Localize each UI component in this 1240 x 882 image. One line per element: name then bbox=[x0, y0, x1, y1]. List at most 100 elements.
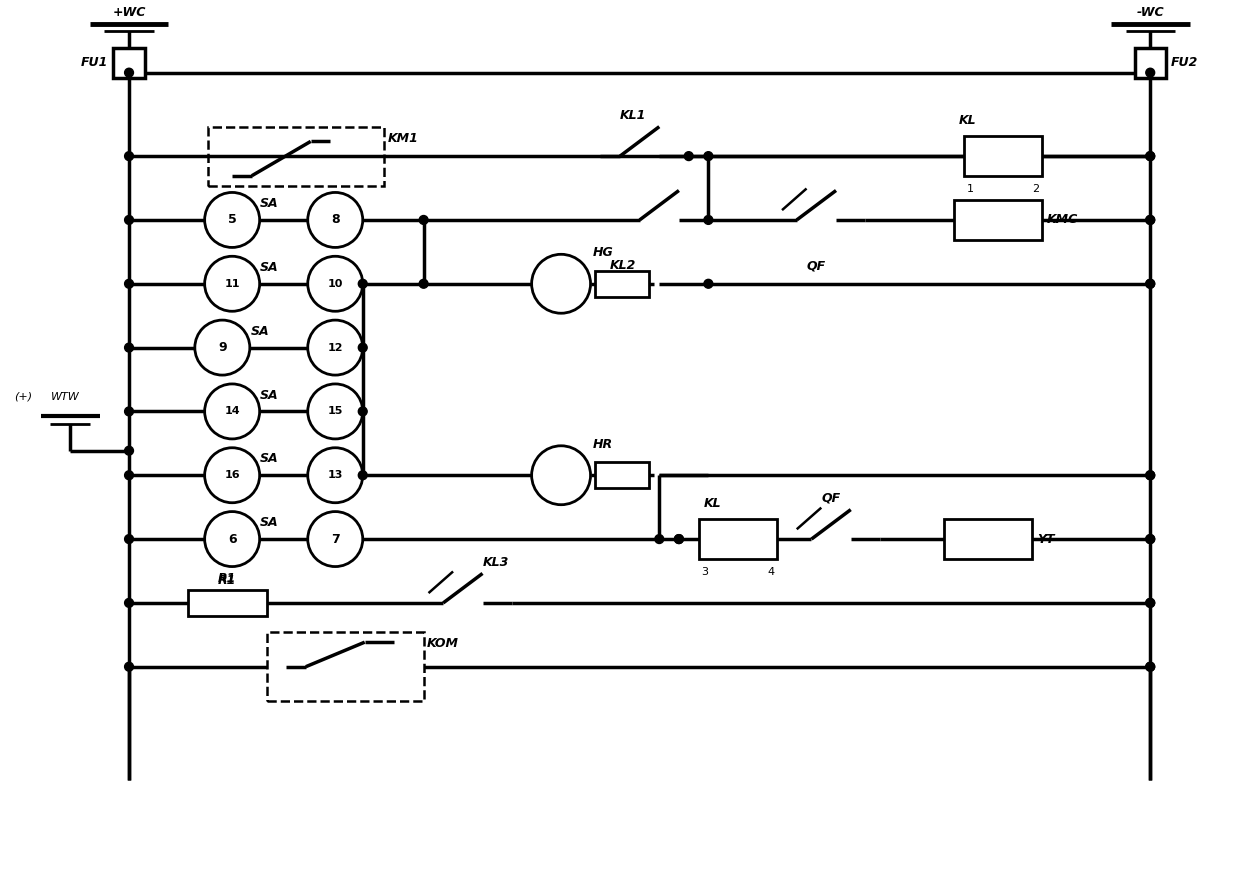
Text: 13: 13 bbox=[327, 470, 343, 480]
Circle shape bbox=[124, 471, 134, 480]
Bar bbox=[595, 462, 650, 488]
Text: 4: 4 bbox=[768, 566, 774, 577]
Text: 2: 2 bbox=[1032, 183, 1039, 194]
Text: KL: KL bbox=[959, 114, 976, 127]
Circle shape bbox=[124, 68, 134, 77]
Text: KL1: KL1 bbox=[620, 108, 646, 122]
Text: 10: 10 bbox=[327, 279, 343, 288]
Circle shape bbox=[1146, 599, 1154, 608]
Circle shape bbox=[358, 280, 367, 288]
Circle shape bbox=[124, 662, 134, 671]
Text: 7: 7 bbox=[331, 533, 340, 546]
Circle shape bbox=[358, 407, 367, 415]
Text: R1: R1 bbox=[218, 572, 237, 586]
Circle shape bbox=[532, 445, 590, 505]
Circle shape bbox=[1146, 662, 1154, 671]
Circle shape bbox=[308, 448, 363, 503]
Circle shape bbox=[1146, 152, 1154, 161]
Circle shape bbox=[124, 152, 134, 161]
Text: KL: KL bbox=[703, 497, 722, 510]
Text: KOM: KOM bbox=[427, 638, 459, 650]
Text: SA: SA bbox=[260, 516, 279, 529]
Bar bbox=[698, 519, 777, 558]
Circle shape bbox=[1146, 152, 1154, 161]
Circle shape bbox=[675, 534, 683, 543]
Text: WTW: WTW bbox=[51, 392, 79, 401]
Text: 9: 9 bbox=[218, 341, 227, 354]
Circle shape bbox=[308, 192, 363, 248]
Circle shape bbox=[684, 152, 693, 161]
Circle shape bbox=[1146, 662, 1154, 671]
Circle shape bbox=[124, 446, 134, 455]
Text: 14: 14 bbox=[224, 407, 241, 416]
Text: 15: 15 bbox=[327, 407, 343, 416]
Bar bbox=[1135, 49, 1166, 78]
Bar bbox=[207, 127, 384, 185]
Circle shape bbox=[308, 384, 363, 439]
Text: (+): (+) bbox=[14, 392, 32, 401]
Circle shape bbox=[124, 599, 134, 608]
Text: 5: 5 bbox=[228, 213, 237, 227]
Bar bbox=[944, 519, 1033, 558]
Circle shape bbox=[205, 257, 259, 311]
Circle shape bbox=[1146, 215, 1154, 224]
Bar bbox=[595, 271, 650, 296]
Text: 8: 8 bbox=[331, 213, 340, 227]
Circle shape bbox=[655, 534, 663, 543]
Text: -WC: -WC bbox=[1136, 5, 1164, 19]
Circle shape bbox=[675, 534, 683, 543]
Text: SA: SA bbox=[250, 325, 269, 338]
Circle shape bbox=[1146, 68, 1154, 77]
Text: 6: 6 bbox=[228, 533, 237, 546]
Text: QF: QF bbox=[821, 491, 841, 505]
Text: SA: SA bbox=[260, 197, 279, 210]
Circle shape bbox=[1146, 471, 1154, 480]
Text: +WC: +WC bbox=[113, 5, 146, 19]
Circle shape bbox=[195, 320, 249, 375]
Text: R1: R1 bbox=[218, 574, 237, 587]
Circle shape bbox=[704, 152, 713, 161]
Circle shape bbox=[308, 512, 363, 566]
Text: 1: 1 bbox=[967, 183, 973, 194]
Bar bbox=[963, 137, 1043, 176]
Circle shape bbox=[205, 448, 259, 503]
Circle shape bbox=[1146, 215, 1154, 224]
Circle shape bbox=[205, 512, 259, 566]
Circle shape bbox=[1146, 534, 1154, 543]
Circle shape bbox=[419, 215, 428, 224]
Circle shape bbox=[1146, 280, 1154, 288]
Circle shape bbox=[308, 257, 363, 311]
Text: 11: 11 bbox=[224, 279, 239, 288]
Text: KL2: KL2 bbox=[610, 259, 636, 273]
Circle shape bbox=[124, 343, 134, 352]
Text: FU1: FU1 bbox=[81, 56, 108, 70]
Circle shape bbox=[358, 471, 367, 480]
Text: 12: 12 bbox=[327, 342, 343, 353]
Text: YT: YT bbox=[1038, 533, 1055, 546]
Text: HR: HR bbox=[593, 437, 613, 451]
Text: SA: SA bbox=[260, 261, 279, 274]
Circle shape bbox=[1146, 280, 1154, 288]
Circle shape bbox=[704, 280, 713, 288]
Text: HG: HG bbox=[593, 246, 614, 259]
Circle shape bbox=[124, 407, 134, 415]
Circle shape bbox=[1146, 471, 1154, 480]
Circle shape bbox=[124, 215, 134, 224]
Circle shape bbox=[205, 384, 259, 439]
Text: QF: QF bbox=[806, 259, 826, 273]
Circle shape bbox=[532, 254, 590, 313]
Bar bbox=[113, 49, 145, 78]
Text: 3: 3 bbox=[702, 566, 708, 577]
Bar bbox=[188, 590, 267, 616]
Circle shape bbox=[358, 343, 367, 352]
Circle shape bbox=[205, 192, 259, 248]
Text: KMC: KMC bbox=[1047, 213, 1079, 227]
Circle shape bbox=[704, 215, 713, 224]
Circle shape bbox=[124, 280, 134, 288]
Bar bbox=[267, 632, 424, 701]
Circle shape bbox=[308, 320, 363, 375]
Text: KL3: KL3 bbox=[482, 556, 508, 569]
Text: 16: 16 bbox=[224, 470, 241, 480]
Text: SA: SA bbox=[260, 389, 279, 401]
Text: KM1: KM1 bbox=[387, 131, 418, 145]
